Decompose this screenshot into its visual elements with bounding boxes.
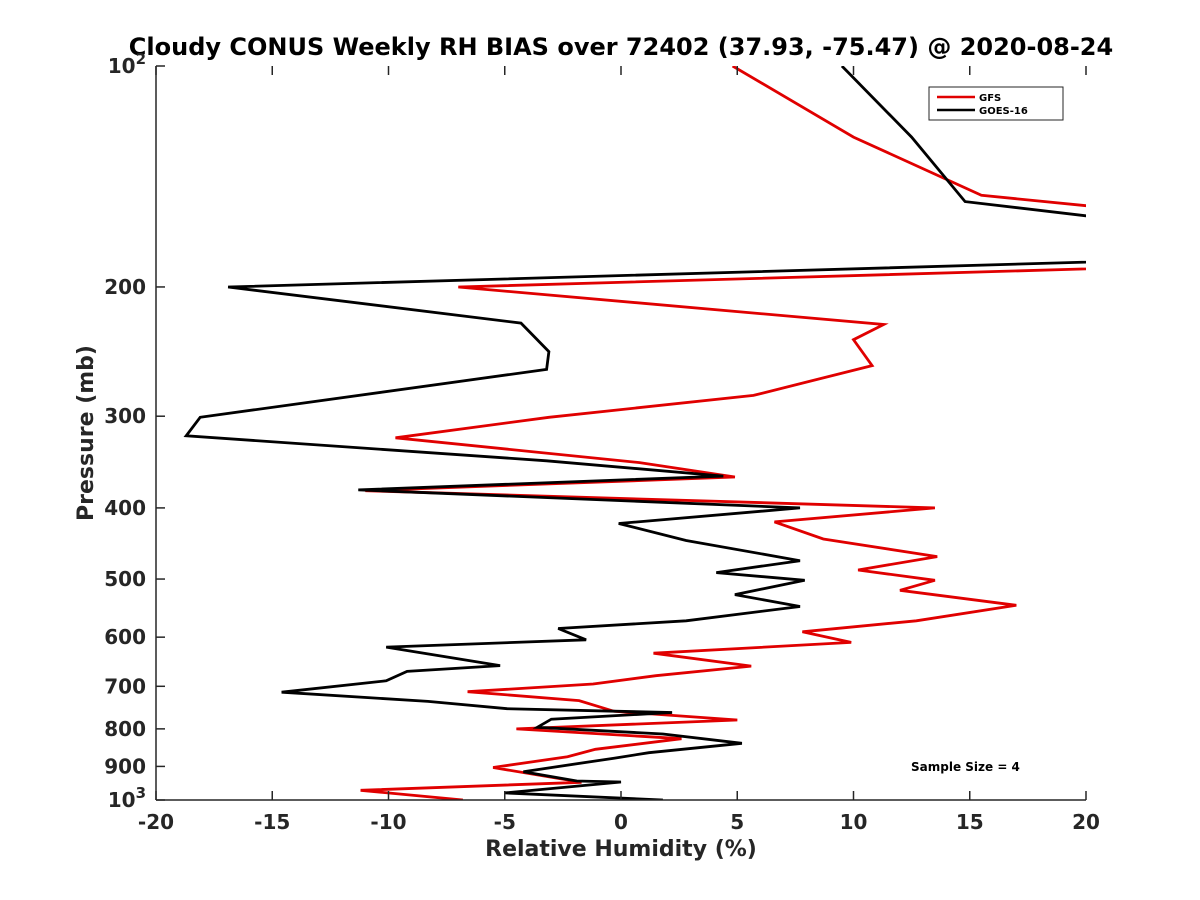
- y-tick-label: 102: [108, 50, 146, 78]
- x-ticks: -20 -15 -10 -5 0 5 10 15 20: [138, 66, 1100, 834]
- legend-label-gfs: GFS: [979, 93, 1001, 104]
- y-tick-label: 500: [104, 567, 146, 591]
- x-tick-label: -15: [254, 810, 290, 834]
- legend-label-goes16: GOES-16: [979, 106, 1028, 117]
- y-tick-label: 600: [104, 625, 146, 649]
- legend: GFS GOES-16: [928, 86, 1064, 121]
- y-ticks: 102 200 300 400 500 600 700 800 900 103: [104, 50, 165, 812]
- y-tick-label: 200: [104, 275, 146, 299]
- legend-box: [928, 86, 1064, 121]
- x-tick-label: -20: [138, 810, 174, 834]
- y-tick-label: 800: [104, 717, 146, 741]
- x-tick-label: 5: [730, 810, 744, 834]
- series-line-goes16: [183, 66, 1086, 800]
- y-tick-label: 103: [108, 784, 146, 812]
- y-tick-label: 900: [104, 754, 146, 778]
- x-tick-label: 15: [956, 810, 984, 834]
- x-tick-label: -10: [370, 810, 406, 834]
- x-tick-label: -5: [494, 810, 516, 834]
- y-axis-label: Pressure (mb): [74, 345, 99, 521]
- x-tick-label: 10: [840, 810, 868, 834]
- x-tick-label: 0: [614, 810, 628, 834]
- y-tick-label: 400: [104, 496, 146, 520]
- series-layer: [183, 66, 1086, 800]
- chart-title: Cloudy CONUS Weekly RH BIAS over 72402 (…: [129, 33, 1113, 61]
- series-line-gfs: [360, 66, 1086, 800]
- sample-size-annotation: Sample Size = 4: [911, 760, 1020, 774]
- x-axis-label: Relative Humidity (%): [485, 837, 757, 862]
- y-tick-label: 300: [104, 404, 146, 428]
- x-tick-label: 20: [1072, 810, 1100, 834]
- y-tick-label: 700: [104, 674, 146, 698]
